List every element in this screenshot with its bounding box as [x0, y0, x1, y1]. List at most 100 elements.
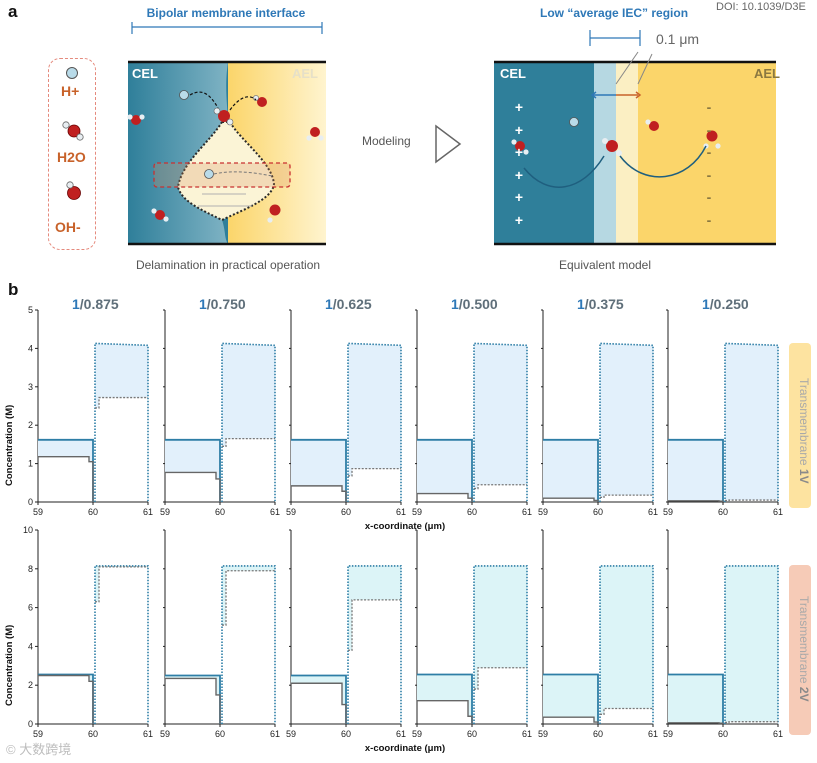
- x-tick-label: 59: [412, 729, 422, 739]
- right-ael-layer: [638, 62, 776, 244]
- ael-top-line: [599, 565, 654, 724]
- x-tick-label: 61: [143, 507, 153, 517]
- watermark: © 大数跨境: [6, 742, 72, 757]
- ael-fill-area: [474, 565, 527, 690]
- y-title-row1: Concentration (M): [4, 404, 15, 486]
- y-tick-label: 1: [28, 459, 33, 469]
- ael-bottom-line: [348, 599, 401, 651]
- ael-top-line: [599, 342, 654, 502]
- x-tick-label: 61: [522, 507, 532, 517]
- ael-bottom-line: [474, 484, 527, 490]
- ael-fill-area: [95, 343, 148, 408]
- right-cel-label: CEL: [500, 66, 526, 81]
- ael-bottom-line: [95, 566, 148, 603]
- cel-fill-area: [543, 439, 598, 501]
- cel-bottom-line: [543, 716, 599, 724]
- ael-fill-area: [600, 565, 653, 715]
- left-caption: Delamination in practical operation: [135, 258, 321, 272]
- fixed-charge-minus: - - - - - -: [706, 99, 712, 228]
- cel-fill-area: [38, 439, 93, 462]
- y-tick-label: 6: [28, 603, 33, 613]
- y-tick-label: 2: [28, 680, 33, 690]
- cel-bottom-line: [291, 682, 347, 724]
- ael-top-line: [94, 565, 149, 724]
- y-tick-label: 10: [23, 525, 33, 535]
- left-cel-label: CEL: [132, 66, 158, 81]
- left-ael-label: AEL: [292, 66, 318, 81]
- x-tick-label: 60: [88, 729, 98, 739]
- cel-top-line: [417, 438, 473, 502]
- cel-fill-area: [291, 675, 346, 705]
- ratio-label: 1/0.500: [451, 296, 498, 312]
- cel-fill-area: [417, 674, 472, 717]
- cel-top-line: [291, 438, 347, 502]
- ael-fill-area: [95, 565, 148, 602]
- ael-fill-area: [348, 565, 401, 651]
- ael-bottom-line: [222, 570, 275, 626]
- ael-fill-area: [222, 565, 275, 626]
- x-tick-label: 61: [522, 729, 532, 739]
- x-tick-label: 59: [538, 507, 548, 517]
- ael-top-line: [724, 342, 779, 502]
- hydroxide-icon: [66, 181, 81, 200]
- ael-fill-area: [725, 343, 778, 501]
- low-iec-title: Low “average IEC” region: [540, 6, 689, 20]
- y-tick-label: 2: [28, 420, 33, 430]
- right-cel-layer: [494, 62, 594, 244]
- split-water-molecule: [602, 138, 622, 156]
- cel-top-line: [38, 673, 94, 724]
- proton-icon: [66, 67, 78, 79]
- cel-bottom-line: [291, 485, 347, 502]
- thickness-label: 0.1 μm: [656, 31, 700, 47]
- x-tick-label: 60: [341, 729, 351, 739]
- equivalent-model-diagram: [494, 30, 776, 246]
- low-iec-cel-region: [594, 62, 616, 244]
- cel-bottom-line: [38, 455, 94, 502]
- ael-fill-area: [348, 343, 401, 476]
- x-tick-label: 61: [143, 729, 153, 739]
- ael-bottom-line: [348, 467, 401, 477]
- x-tick-label: 60: [718, 729, 728, 739]
- cel-bottom-line: [668, 500, 724, 502]
- legend-molecules: [62, 67, 84, 200]
- ratio-label: 1/0.250: [702, 296, 749, 312]
- y-tick-label: 5: [28, 305, 33, 315]
- x-title-row1: x-coordinate (μm): [364, 521, 446, 532]
- ael-fill-area: [222, 343, 275, 447]
- x-tick-label: 61: [270, 729, 280, 739]
- cel-bottom-line: [38, 674, 94, 724]
- y-title-row2: Concentration (M): [4, 624, 15, 706]
- ratio-label: 1/0.375: [577, 296, 624, 312]
- y-tick-label: 4: [28, 343, 33, 353]
- x-tick-label: 61: [396, 507, 406, 517]
- ael-top-line: [221, 565, 276, 724]
- x-tick-label: 61: [648, 729, 658, 739]
- ael-bottom-line: [600, 707, 653, 715]
- cel-bottom-line: [417, 492, 473, 502]
- x-tick-label: 61: [648, 507, 658, 517]
- ael-fill-area: [725, 565, 778, 723]
- ael-top-line: [473, 342, 528, 502]
- modeling-arrow-icon: [435, 124, 462, 164]
- right-caption: Equivalent model: [558, 258, 652, 272]
- cel-top-line: [543, 438, 599, 502]
- cel-fill-area: [668, 439, 723, 502]
- y-tick-label: 8: [28, 564, 33, 574]
- cel-bottom-line: [668, 722, 724, 724]
- legend-oh-minus: OH-: [55, 219, 81, 235]
- ael-top-line: [347, 565, 402, 724]
- ael-fill-area: [600, 343, 653, 498]
- x-tick-label: 60: [88, 507, 98, 517]
- ael-bottom-line: [725, 721, 778, 724]
- x-tick-label: 61: [270, 507, 280, 517]
- ael-top-line: [724, 565, 779, 724]
- cel-fill-area: [291, 439, 346, 492]
- x-tick-label: 60: [215, 729, 225, 739]
- doi-text: DOI: 10.1039/D3E: [716, 1, 806, 13]
- panel-b-letter: b: [8, 280, 19, 299]
- ael-bottom-line: [95, 396, 148, 409]
- x-tick-label: 61: [396, 729, 406, 739]
- void-highlight-box: [153, 162, 291, 188]
- cel-fill-area: [543, 674, 598, 723]
